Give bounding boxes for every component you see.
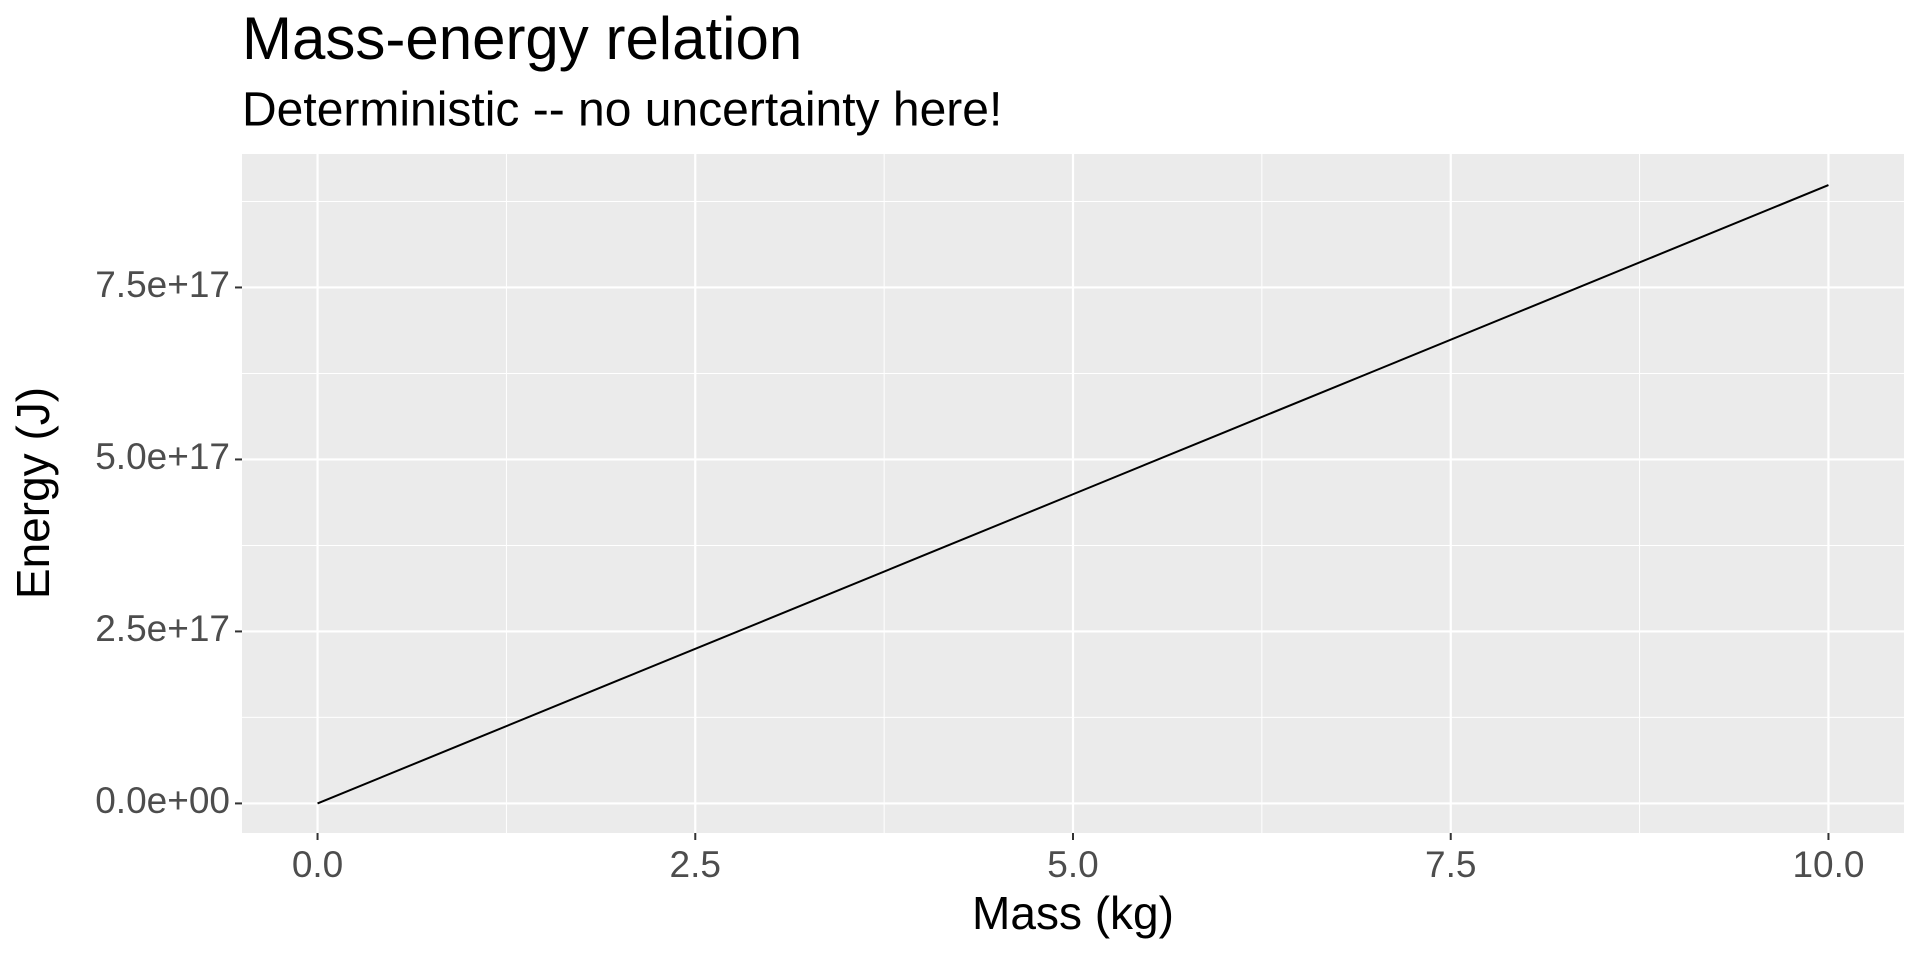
x-tick-label: 0.0 — [292, 844, 343, 885]
x-tick-label: 10.0 — [1792, 844, 1864, 885]
data-line — [317, 184, 1829, 805]
x-tick-label: 7.5 — [1425, 844, 1476, 885]
chart-title: Mass-energy relation — [242, 5, 802, 72]
y-tick-label: 0.0e+00 — [95, 780, 230, 821]
x-tick-label: 2.5 — [670, 844, 721, 885]
x-axis-title: Mass (kg) — [972, 887, 1174, 939]
y-tick-label: 2.5e+17 — [95, 608, 230, 649]
y-tick-label: 7.5e+17 — [95, 264, 230, 305]
y-axis-title: Energy (J) — [7, 387, 59, 599]
chart-subtitle: Deterministic -- no uncertainty here! — [242, 84, 1002, 137]
x-tick-label: 5.0 — [1047, 844, 1098, 885]
y-tick-label: 5.0e+17 — [95, 436, 230, 477]
